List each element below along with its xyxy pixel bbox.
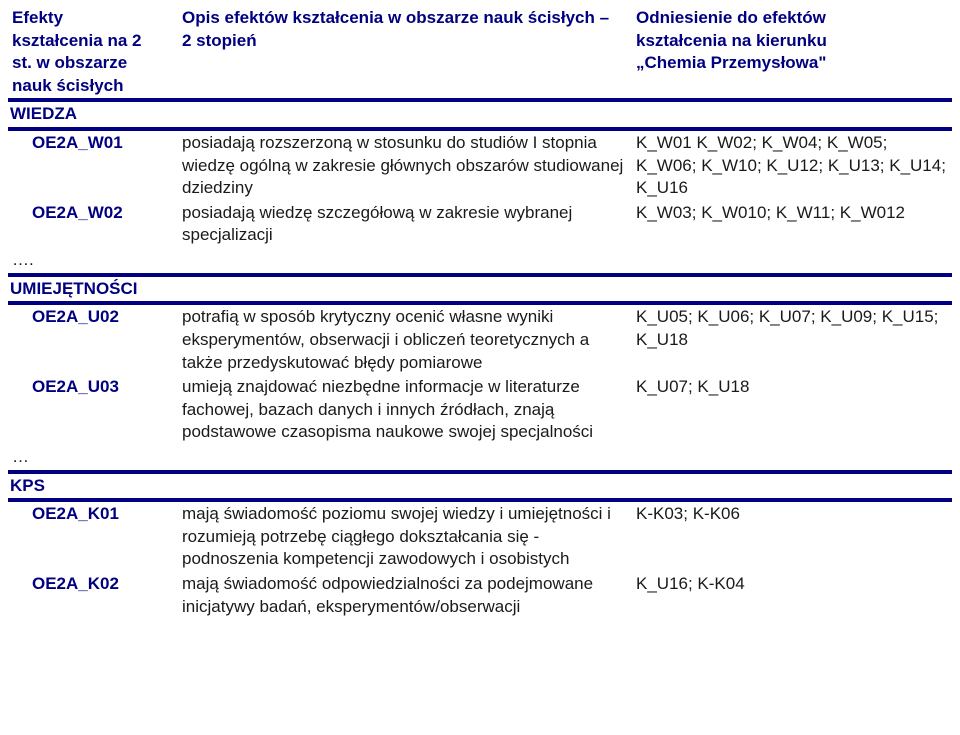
hdr-col3-l2: kształcenia na kierunku [636, 31, 827, 50]
section-umiejetnosci: UMIEJĘTNOŚCI [8, 277, 952, 302]
row-code: OE2A_W02 [8, 201, 178, 248]
hdr-col1-l1: Efekty [12, 8, 63, 27]
hdr-col1-l2: kształcenia na 2 [12, 31, 141, 50]
table-row: OE2A_W01 posiadają rozszerzoną w stosunk… [8, 131, 952, 201]
section-kps-label: KPS [8, 474, 952, 499]
row-code: OE2A_W01 [8, 131, 178, 201]
row-ref: K_U05; K_U06; K_U07; K_U09; K_U15; K_U18 [632, 305, 952, 375]
ellipsis: … [8, 445, 952, 470]
table-row: OE2A_K01 mają świadomość poziomu swojej … [8, 502, 952, 572]
row-desc: posiadają wiedzę szczegółową w zakresie … [178, 201, 632, 248]
hdr-col2-l2: 2 stopień [182, 31, 257, 50]
hdr-col1: Efekty kształcenia na 2 st. w obszarze n… [8, 6, 178, 98]
row-ref: K_W03; K_W010; K_W11; K_W012 [632, 201, 952, 248]
section-kps: KPS [8, 474, 952, 499]
hdr-col3: Odniesienie do efektów kształcenia na ki… [632, 6, 952, 98]
table-row: OE2A_K02 mają świadomość odpowiedzialnoś… [8, 572, 952, 619]
row-code: OE2A_K01 [8, 502, 178, 572]
row-ref: K_U16; K-K04 [632, 572, 952, 619]
ellipsis: …. [8, 248, 952, 273]
effects-table: Efekty kształcenia na 2 st. w obszarze n… [8, 6, 952, 619]
hdr-col2-l1: Opis efektów kształcenia w obszarze nauk… [182, 8, 609, 27]
hdr-col2: Opis efektów kształcenia w obszarze nauk… [178, 6, 632, 98]
table-row: OE2A_W02 posiadają wiedzę szczegółową w … [8, 201, 952, 248]
section-wiedza-label: WIEDZA [8, 102, 952, 127]
row-code: OE2A_U02 [8, 305, 178, 375]
row-desc: umieją znajdować niezbędne informacje w … [178, 375, 632, 445]
table-row: OE2A_U02 potrafią w sposób krytyczny oce… [8, 305, 952, 375]
table-header: Efekty kształcenia na 2 st. w obszarze n… [8, 6, 952, 98]
hdr-col3-l1: Odniesienie do efektów [636, 8, 826, 27]
ellipsis-row: …. [8, 248, 952, 273]
section-wiedza: WIEDZA [8, 102, 952, 127]
row-code: OE2A_U03 [8, 375, 178, 445]
ellipsis-row: … [8, 445, 952, 470]
row-ref: K_W01 K_W02; K_W04; K_W05; K_W06; K_W10;… [632, 131, 952, 201]
row-desc: posiadają rozszerzoną w stosunku do stud… [178, 131, 632, 201]
row-desc: mają świadomość odpowiedzialności za pod… [178, 572, 632, 619]
row-ref: K_U07; K_U18 [632, 375, 952, 445]
table-row: OE2A_U03 umieją znajdować niezbędne info… [8, 375, 952, 445]
hdr-col1-l4: nauk ścisłych [12, 76, 124, 95]
hdr-col3-l3: „Chemia Przemysłowa" [636, 53, 826, 72]
row-code: OE2A_K02 [8, 572, 178, 619]
hdr-col1-l3: st. w obszarze [12, 53, 127, 72]
row-ref: K-K03; K-K06 [632, 502, 952, 572]
row-desc: mają świadomość poziomu swojej wiedzy i … [178, 502, 632, 572]
section-umiej-label: UMIEJĘTNOŚCI [8, 277, 952, 302]
row-desc: potrafią w sposób krytyczny ocenić własn… [178, 305, 632, 375]
